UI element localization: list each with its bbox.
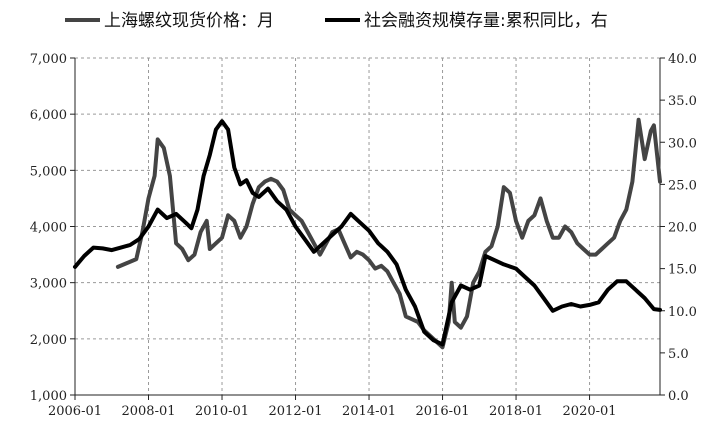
y-right-tick-label: 30.0	[668, 136, 697, 151]
y-right-tick-label: 40.0	[668, 52, 697, 67]
y-left-tick-label: 4,000	[30, 221, 67, 236]
y-right-tick-label: 20.0	[668, 221, 697, 236]
legend: 上海螺纹现货价格：月 社会融资规模存量:累积同比，右	[65, 11, 608, 31]
y-left-tick-label: 7,000	[30, 52, 67, 67]
y-right-tick-label: 5.0	[668, 347, 689, 362]
legend-label-series-1: 上海螺纹现货价格：月	[104, 11, 274, 31]
series-line-1	[115, 117, 662, 350]
y-left-tick-label: 5,000	[30, 164, 67, 179]
x-tick-label: 2010-01	[195, 404, 249, 419]
y-left-tick-label: 3,000	[30, 277, 67, 292]
x-tick-label: 2020-01	[563, 404, 617, 419]
x-tick-label: 2012-01	[269, 404, 323, 419]
y-left-tick-label: 2,000	[30, 333, 67, 348]
x-tick-label: 2014-01	[342, 404, 396, 419]
x-tick-label: 2008-01	[121, 404, 175, 419]
x-tick-label: 2018-01	[489, 404, 543, 419]
axes: 1,000 2,000 3,000 4,000 5,000 6,000 7,000 0.0 5.…	[30, 52, 697, 419]
x-tick-label: 2006-01	[48, 404, 102, 419]
y-right-tick-label: 25.0	[668, 178, 697, 193]
legend-label-series-2: 社会融资规模存量:累积同比，右	[364, 11, 608, 31]
y-right-tick-label: 10.0	[668, 305, 697, 320]
y-right-tick-label: 15.0	[668, 263, 697, 278]
y-right-tick-label: 35.0	[668, 94, 697, 109]
y-left-tick-label: 6,000	[30, 108, 67, 123]
series-line-2	[73, 119, 662, 347]
x-tick-label: 2016-01	[416, 404, 470, 419]
series-lines	[73, 117, 662, 350]
y-right-tick-label: 0.0	[668, 389, 689, 404]
y-left-tick-label: 1,000	[30, 389, 67, 404]
grid	[75, 57, 660, 395]
